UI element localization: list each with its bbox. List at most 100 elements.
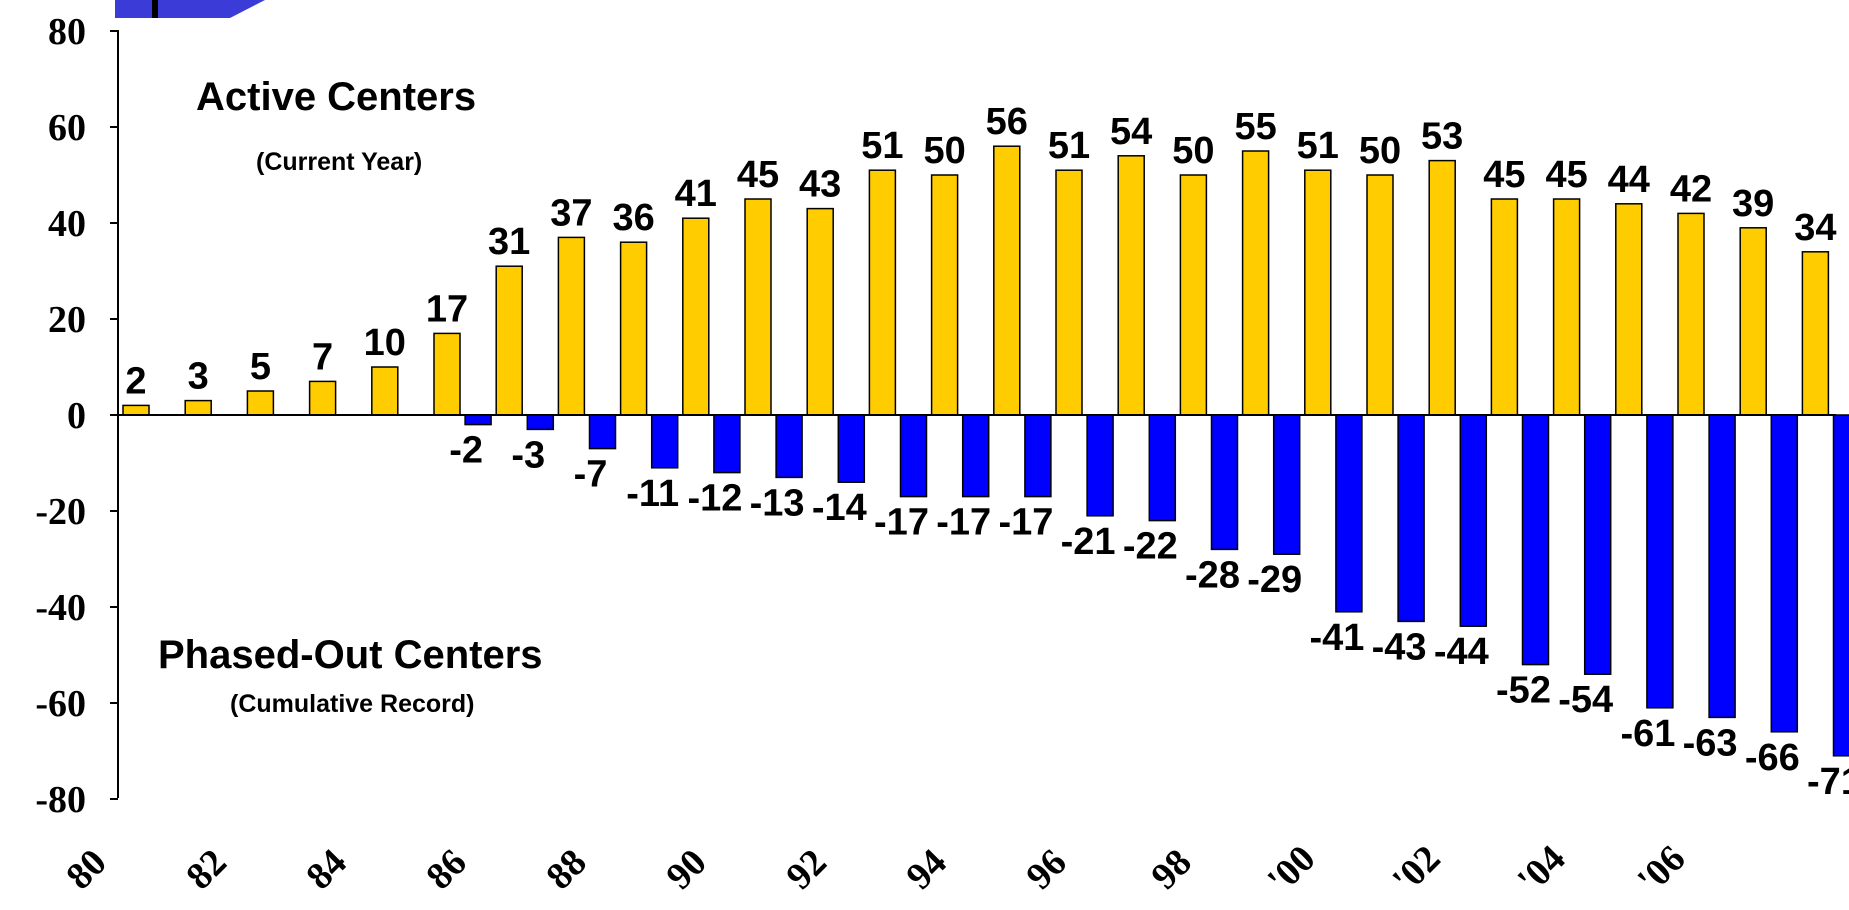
active-centers-bar <box>247 391 273 415</box>
active-centers-bar <box>1429 161 1455 415</box>
y-tick-label: 40 <box>48 203 86 245</box>
active-centers-bar <box>1678 213 1704 415</box>
phased-out-centers-bar <box>901 415 927 497</box>
phased-out-centers-bar <box>1336 415 1362 612</box>
phased-out-centers-data-label: -44 <box>1434 631 1489 673</box>
phased-out-centers-bar <box>1834 415 1849 756</box>
active-centers-data-label: 10 <box>364 322 406 364</box>
phased-out-centers-bar <box>590 415 616 449</box>
x-tick-label: 88 <box>538 841 595 898</box>
phased-out-centers-data-label: -7 <box>574 454 608 496</box>
active-centers-data-label: 42 <box>1670 168 1712 210</box>
active-centers-data-label: 55 <box>1234 106 1276 148</box>
active-centers-data-label: 44 <box>1608 159 1650 201</box>
active-centers-bar <box>1616 204 1642 415</box>
phased-out-centers-bar <box>963 415 989 497</box>
active-centers-bar <box>434 333 460 415</box>
phased-out-centers-bar <box>1585 415 1611 674</box>
active-centers-bar <box>932 175 958 415</box>
phased-out-centers-data-label: -63 <box>1683 722 1738 764</box>
phased-out-centers-data-label: -17 <box>874 502 929 544</box>
active-centers-data-label: 36 <box>612 197 654 239</box>
active-centers-data-label: 34 <box>1794 207 1836 249</box>
active-centers-data-label: 43 <box>799 164 841 206</box>
active-centers-bar <box>621 242 647 415</box>
phased-out-centers-title: Phased-Out Centers <box>158 633 543 677</box>
active-centers-bar <box>185 401 211 415</box>
phased-out-centers-subtitle: (Cumulative Record) <box>230 690 474 718</box>
active-centers-bar <box>1491 199 1517 415</box>
phased-out-centers-data-label: -14 <box>812 487 867 529</box>
phased-out-centers-bar <box>714 415 740 473</box>
y-tick-label: 20 <box>48 299 86 341</box>
active-centers-data-label: 5 <box>250 346 271 388</box>
phased-out-centers-bar <box>1274 415 1300 554</box>
y-tick-label: 60 <box>48 107 86 149</box>
active-centers-data-label: 31 <box>488 221 530 263</box>
active-centers-bar <box>807 209 833 415</box>
active-centers-title: Active Centers <box>196 75 476 119</box>
active-centers-bar <box>1118 156 1144 415</box>
y-tick-label: -80 <box>35 779 86 821</box>
active-centers-data-label: 56 <box>986 101 1028 143</box>
active-centers-data-label: 51 <box>861 125 903 167</box>
active-centers-bar <box>1056 170 1082 415</box>
active-centers-bar <box>1243 151 1269 415</box>
phased-out-centers-bar <box>1460 415 1486 626</box>
phased-out-centers-bar <box>1025 415 1051 497</box>
active-centers-bar <box>496 266 522 415</box>
active-centers-data-label: 3 <box>188 356 209 398</box>
x-tick-label: 94 <box>898 841 955 898</box>
phased-out-centers-bar <box>1771 415 1797 732</box>
corner-decoration <box>115 0 265 18</box>
active-centers-bar <box>558 237 584 415</box>
x-tick-label: '06 <box>1629 837 1693 901</box>
active-centers-data-label: 50 <box>923 130 965 172</box>
phased-out-centers-data-label: -3 <box>511 434 545 476</box>
active-centers-bar <box>683 218 709 415</box>
active-centers-data-label: 2 <box>125 360 146 402</box>
x-tick-label: '04 <box>1509 837 1573 901</box>
phased-out-centers-bar <box>652 415 678 468</box>
active-centers-bar <box>1367 175 1393 415</box>
phased-out-centers-data-label: -12 <box>687 478 742 520</box>
x-tick-label: 86 <box>418 841 475 898</box>
active-centers-data-label: 37 <box>550 192 592 234</box>
y-tick-label: 0 <box>67 395 86 437</box>
phased-out-centers-data-label: -17 <box>998 502 1053 544</box>
active-centers-data-label: 50 <box>1359 130 1401 172</box>
y-tick-label: 80 <box>48 11 86 53</box>
phased-out-centers-data-label: -61 <box>1620 713 1675 755</box>
phased-out-centers-bar <box>1709 415 1735 717</box>
active-centers-data-label: 53 <box>1421 116 1463 158</box>
active-centers-data-label: 50 <box>1172 130 1214 172</box>
phased-out-centers-data-label: -2 <box>449 430 483 472</box>
active-centers-bar <box>1802 252 1828 415</box>
active-centers-data-label: 17 <box>426 288 468 330</box>
active-centers-bar <box>123 405 149 415</box>
active-centers-bar <box>372 367 398 415</box>
x-tick-label: '00 <box>1259 837 1323 901</box>
active-centers-bar <box>1554 199 1580 415</box>
x-tick-label: 92 <box>778 841 835 898</box>
phased-out-centers-bar <box>1523 415 1549 665</box>
active-centers-bar <box>745 199 771 415</box>
phased-out-centers-data-label: -66 <box>1745 737 1800 779</box>
phased-out-centers-data-label: -28 <box>1185 554 1240 596</box>
active-centers-data-label: 45 <box>1545 154 1587 196</box>
phased-out-centers-data-label: -13 <box>750 482 805 524</box>
phased-out-centers-data-label: -54 <box>1558 679 1613 721</box>
corner-marker <box>152 0 158 18</box>
y-tick-label: -20 <box>35 491 86 533</box>
phased-out-centers-bar <box>838 415 864 482</box>
x-tick-label: '02 <box>1384 837 1448 901</box>
phased-out-centers-data-label: -41 <box>1309 617 1364 659</box>
active-centers-data-label: 7 <box>312 336 333 378</box>
active-centers-bar <box>310 381 336 415</box>
active-centers-data-label: 45 <box>737 154 779 196</box>
phased-out-centers-bar <box>527 415 553 429</box>
phased-out-centers-bar <box>465 415 491 425</box>
x-tick-label: 90 <box>658 841 715 898</box>
active-centers-bar <box>1740 228 1766 415</box>
